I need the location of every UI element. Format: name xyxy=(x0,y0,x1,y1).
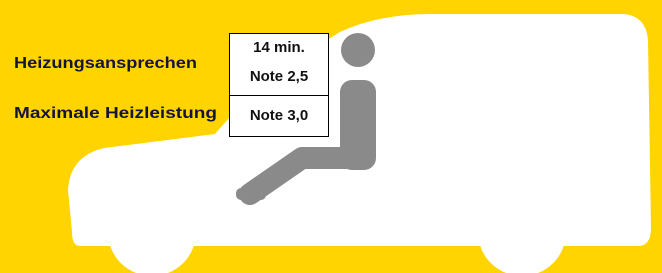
box-text: Note 3,0 xyxy=(250,107,308,124)
rear-wheel xyxy=(478,188,566,273)
infographic: Heizungsansprechen Maximale Heizleistung… xyxy=(0,0,662,273)
row-label: Heizungsansprechen xyxy=(14,55,197,72)
box-text: 14 min. xyxy=(253,39,305,56)
page: Heizungsansprechen Maximale Heizleistung… xyxy=(0,0,662,273)
person-head xyxy=(341,33,375,67)
person-foot xyxy=(236,188,266,200)
front-wheel xyxy=(108,188,196,273)
box-text: Note 2,5 xyxy=(250,68,308,85)
row-label: Maximale Heizleistung xyxy=(14,105,217,122)
